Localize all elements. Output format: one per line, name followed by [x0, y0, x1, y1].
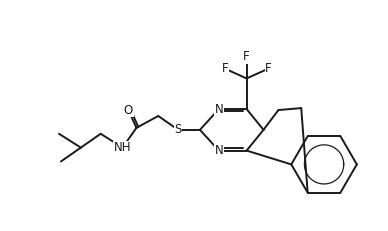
Text: F: F — [243, 50, 250, 63]
Text: F: F — [222, 62, 228, 75]
Text: S: S — [175, 123, 182, 136]
Text: N: N — [215, 144, 223, 157]
Text: O: O — [124, 103, 133, 117]
Text: NH: NH — [114, 141, 131, 154]
Text: F: F — [265, 62, 272, 75]
Text: N: N — [215, 103, 223, 116]
